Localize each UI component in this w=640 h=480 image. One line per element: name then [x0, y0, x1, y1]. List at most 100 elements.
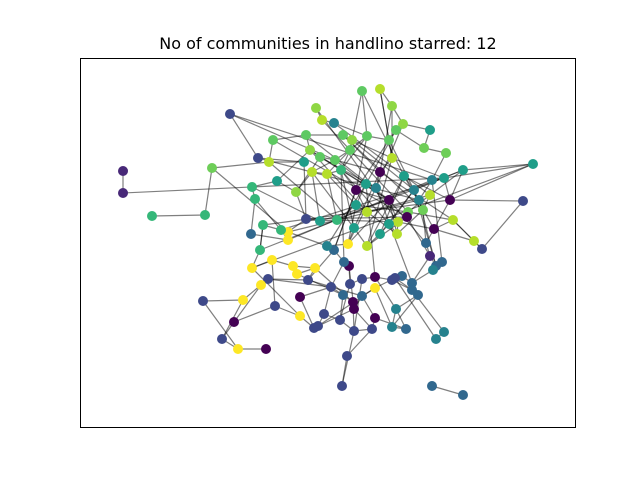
- graph-node: [268, 135, 278, 145]
- graph-node: [295, 292, 305, 302]
- graph-edge: [333, 122, 368, 137]
- graph-node: [349, 304, 359, 314]
- graph-edge: [443, 163, 534, 179]
- graph-node: [332, 215, 342, 225]
- graph-node: [329, 118, 339, 128]
- graph-node: [398, 119, 408, 129]
- graph-edge: [340, 169, 390, 225]
- graph-edge: [406, 216, 431, 257]
- graph-node: [469, 236, 479, 246]
- graph-node: [418, 205, 428, 215]
- graph-node: [233, 344, 243, 354]
- graph-node: [247, 263, 257, 273]
- graph-node: [375, 167, 385, 177]
- graph-node: [291, 187, 301, 197]
- graph-edge: [391, 294, 419, 328]
- graph-node: [387, 101, 397, 111]
- graph-edge: [311, 171, 321, 222]
- graph-node: [253, 153, 263, 163]
- graph-node: [357, 274, 367, 284]
- graph-edge: [353, 171, 381, 229]
- graph-node: [315, 216, 325, 226]
- graph-edge: [429, 169, 464, 196]
- graph-node: [425, 190, 435, 200]
- graph-edge: [254, 198, 282, 231]
- graph-node: [336, 165, 346, 175]
- graph-node: [445, 195, 455, 205]
- graph-node: [399, 171, 409, 181]
- graph-node: [207, 163, 217, 173]
- graph-node: [276, 225, 286, 235]
- graph-node: [264, 157, 274, 167]
- graph-node: [370, 283, 380, 293]
- graph-node: [258, 220, 268, 230]
- graph-node: [326, 282, 336, 292]
- graph-node: [301, 214, 311, 224]
- graph-node: [256, 280, 266, 290]
- graph-node: [238, 295, 248, 305]
- graph-node: [429, 224, 439, 234]
- graph-edge: [433, 228, 475, 242]
- graph-node: [349, 326, 359, 336]
- graph-node: [250, 194, 260, 204]
- graph-node: [351, 200, 361, 210]
- graph-node: [339, 257, 349, 267]
- graph-edge: [452, 219, 483, 250]
- graph-node: [361, 179, 371, 189]
- graph-node: [458, 165, 468, 175]
- graph-node: [147, 211, 157, 221]
- graph-edge: [211, 167, 289, 233]
- graph-edge: [299, 286, 332, 298]
- graph-edge: [481, 200, 524, 250]
- graph-node: [343, 239, 353, 249]
- graph-node: [428, 265, 438, 275]
- graph-node: [307, 167, 317, 177]
- graph-edge: [233, 284, 262, 323]
- graph-node: [261, 344, 271, 354]
- graph-edge: [351, 139, 393, 159]
- graph-edge: [268, 161, 338, 221]
- graph-node: [370, 272, 380, 282]
- graph-node: [357, 86, 367, 96]
- graph-edge: [267, 278, 309, 281]
- graph-edge: [307, 249, 335, 281]
- graph-node: [370, 313, 380, 323]
- graph-edge: [250, 198, 256, 235]
- graph-edge: [303, 161, 307, 220]
- graph-edge: [397, 221, 435, 230]
- graph-edge: [395, 129, 425, 149]
- graph-edge: [366, 175, 405, 247]
- graph-edge: [202, 300, 239, 350]
- graph-node: [338, 290, 348, 300]
- graph-node: [362, 241, 372, 251]
- graph-edge: [346, 328, 373, 357]
- graph-node: [229, 317, 239, 327]
- graph-edge: [276, 149, 311, 182]
- graph-edge: [287, 231, 328, 247]
- graph-node: [338, 130, 348, 140]
- graph-node: [387, 153, 397, 163]
- graph-node: [349, 223, 359, 233]
- graph-edge: [272, 139, 408, 218]
- graph-edge: [333, 122, 431, 196]
- graph-node: [437, 257, 447, 267]
- graph-node: [255, 245, 265, 255]
- graph-edge: [374, 276, 397, 310]
- graph-node: [362, 207, 372, 217]
- graph-node: [375, 84, 385, 94]
- graph-node: [283, 235, 293, 245]
- graph-node: [295, 311, 305, 321]
- graph-node: [270, 301, 280, 311]
- graph-node: [310, 263, 320, 273]
- graph-node: [427, 381, 437, 391]
- graph-node: [393, 217, 403, 227]
- graph-node: [375, 229, 385, 239]
- graph-edge: [431, 385, 464, 396]
- graph-edge: [431, 152, 447, 181]
- graph-node: [401, 324, 411, 334]
- graph-edge: [353, 278, 363, 332]
- graph-node: [390, 273, 400, 283]
- graph-edge: [347, 187, 377, 245]
- graph-node: [303, 275, 313, 285]
- graph-node: [118, 166, 128, 176]
